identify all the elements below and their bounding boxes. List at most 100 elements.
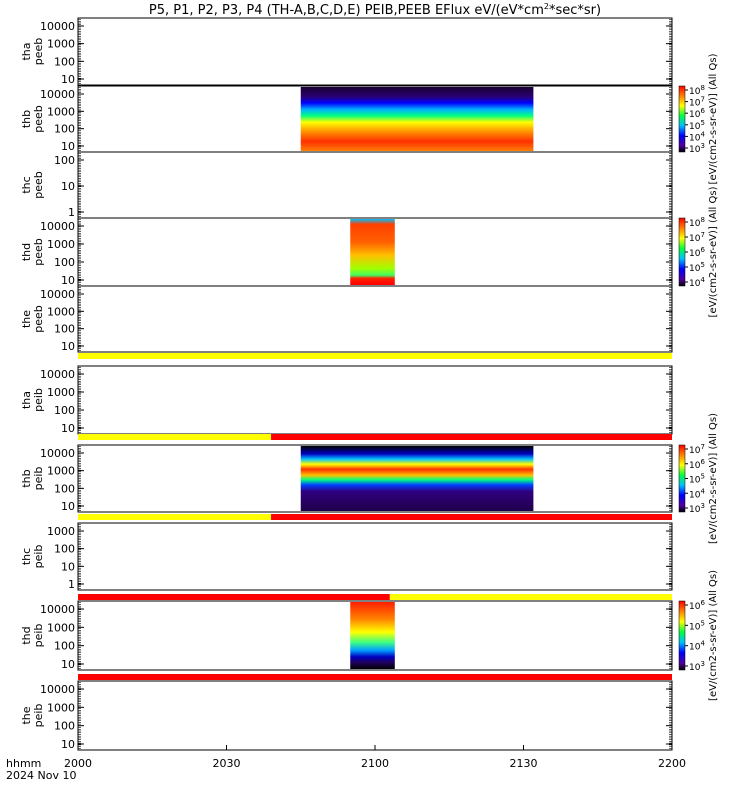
y-tick-label: 1000: [47, 238, 75, 251]
y-tick-label: 100: [54, 55, 75, 68]
colorbar-tick-label: 103: [689, 142, 705, 155]
y-tick-label: 10: [61, 274, 75, 287]
y-tick-label: 100: [54, 123, 75, 136]
panel-probe-label: the: [20, 310, 33, 328]
y-tick-label: 100: [54, 323, 75, 336]
spectrogram-thd-peeb: [350, 219, 395, 285]
y-tick-label: 10: [61, 340, 75, 353]
y-tick-label: 10000: [40, 220, 75, 233]
y-tick-label: 10000: [40, 20, 75, 33]
colorbar-gradient: [678, 217, 686, 287]
panel-thb-peib: 10000 1000 100 10 thb peib: [20, 444, 673, 513]
spectrogram-thb-peeb: [300, 87, 534, 151]
panel-probe-label: tha: [20, 391, 33, 409]
colorbar-4: 106 105 104 103 [eV/(cm2-s-sr-eV)] (All Qs): [678, 570, 719, 701]
panel-probe-label: thc: [20, 176, 33, 193]
panel-product-label: peeb: [32, 171, 45, 199]
y-tick-label: 10: [61, 140, 75, 153]
colorbar-tick-label: 104: [689, 276, 705, 289]
panel-thc-peeb: 100 10 1 thc peeb: [20, 151, 673, 219]
y-tick-label: 100: [54, 543, 75, 556]
panel-product-label: peib: [32, 704, 45, 728]
panel-probe-label: thd: [20, 243, 33, 261]
x-tick-label: 2000: [64, 757, 92, 770]
y-tick-label: 1000: [47, 386, 75, 399]
colorbar-tick-label: 104: [689, 487, 705, 500]
y-tick-label: 10000: [40, 368, 75, 381]
y-tick-label: 1000: [47, 465, 75, 478]
panel-probe-label: thd: [20, 626, 33, 644]
y-tick-label: 10: [61, 560, 75, 573]
colorbar-gradient: [678, 600, 686, 671]
y-tick-label: 1000: [47, 701, 75, 714]
colorbar-gradient: [678, 85, 686, 153]
colorbar-tick-label: 108: [689, 216, 705, 229]
chart-title: P5, P1, P2, P3, P4 (TH-A,B,C,D,E) PEIB,P…: [149, 2, 601, 18]
colorbar-unit-label: [eV/(cm2-s-sr-eV)] (All Qs): [708, 413, 719, 544]
panel-thc-peib: 1000 100 10 1 thc peib: [20, 522, 673, 591]
panel-probe-label: thb: [20, 110, 33, 128]
x-tick-label: 2200: [658, 757, 686, 770]
quality-flag-segment: [389, 594, 672, 600]
panel-probe-label: tha: [20, 42, 33, 60]
colorbar-tick-label: 107: [689, 443, 705, 456]
panel-the-peeb: 10000 1000 100 10 the peeb: [20, 285, 673, 353]
y-tick-label: 10000: [40, 88, 75, 101]
colorbar-tick-label: 105: [689, 261, 705, 274]
panel-frame: [77, 365, 673, 435]
panel-probe-label: the: [20, 706, 33, 724]
panel-product-label: peib: [32, 624, 45, 648]
panel-frame: [77, 522, 673, 591]
colorbar-tick-label: 104: [689, 640, 705, 653]
panel-tha-peeb: 10000 1000 100 10 tha peeb: [20, 17, 673, 86]
time-axis: hhmm 2024 Nov 10 2000 2030 2100 2130 2200: [6, 745, 686, 782]
colorbar-tick-label: 106: [689, 246, 705, 259]
y-tick-label: 100: [54, 256, 75, 269]
y-tick-label: 1: [68, 206, 75, 219]
y-tick-label: 1000: [47, 38, 75, 51]
y-tick-label: 10: [61, 422, 75, 435]
y-tick-label: 100: [54, 154, 75, 167]
colorbar-unit-label: [eV/(cm2-s-sr-eV)] (All Qs): [708, 570, 719, 701]
panel-product-label: peib: [32, 545, 45, 569]
colorbar-tick-label: 106: [689, 599, 705, 612]
colorbar-unit-label: [eV/(cm2-s-sr-eV)] (All Qs): [708, 53, 719, 184]
panel-thd-peeb: 10000 1000 100 10 thd peeb: [20, 217, 673, 287]
panel-thb-peeb: 10000 1000 100 10 thb peeb: [20, 85, 673, 153]
quality-flag-segment: [78, 514, 272, 520]
panel-product-label: peib: [32, 388, 45, 412]
panel-product-label: peeb: [32, 305, 45, 333]
quality-flag-segment: [78, 353, 672, 359]
x-tick-label: 2130: [510, 757, 538, 770]
y-tick-label: 10: [61, 180, 75, 193]
y-tick-label: 10000: [40, 288, 75, 301]
panel-product-label: peib: [32, 467, 45, 491]
colorbar-gradient: [678, 444, 686, 513]
y-tick-label: 100: [54, 404, 75, 417]
panel-frame: [77, 17, 673, 86]
panel-tha-peib: 10000 1000 100 10 tha peib: [20, 365, 673, 435]
y-tick-label: 10000: [40, 603, 75, 616]
panel-thd-peib: 10000 1000 100 10 thd peib: [20, 600, 673, 671]
y-tick-label: 100: [54, 720, 75, 733]
y-tick-label: 1000: [47, 105, 75, 118]
y-tick-label: 1000: [47, 305, 75, 318]
x-tick-label: 2100: [361, 757, 389, 770]
y-tick-label: 10000: [40, 447, 75, 460]
y-tick-label: 10000: [40, 683, 75, 696]
quality-flag-segment: [271, 434, 672, 440]
panel-the-peib: 10000 1000 100 10 the peib: [20, 680, 673, 751]
y-tick-label: 10: [61, 500, 75, 513]
panel-product-label: peeb: [32, 238, 45, 266]
colorbar-tick-label: 103: [689, 660, 705, 673]
colorbar-unit-label: [eV/(cm2-s-sr-eV)] (All Qs): [708, 186, 719, 317]
y-tick-label: 10: [61, 73, 75, 86]
y-tick-label: 10: [61, 658, 75, 671]
panel-product-label: peeb: [32, 38, 45, 66]
y-tick-label: 1000: [47, 621, 75, 634]
quality-flag-segment: [78, 434, 272, 440]
